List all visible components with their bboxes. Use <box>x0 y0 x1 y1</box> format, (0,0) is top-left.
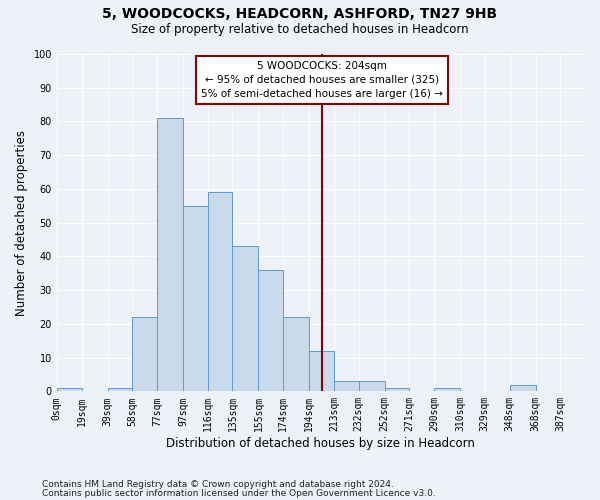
Bar <box>509 384 536 392</box>
Text: Size of property relative to detached houses in Headcorn: Size of property relative to detached ho… <box>131 22 469 36</box>
Bar <box>232 246 259 392</box>
X-axis label: Distribution of detached houses by size in Headcorn: Distribution of detached houses by size … <box>166 437 475 450</box>
Text: Contains public sector information licensed under the Open Government Licence v3: Contains public sector information licen… <box>42 488 436 498</box>
Text: 5, WOODCOCKS, HEADCORN, ASHFORD, TN27 9HB: 5, WOODCOCKS, HEADCORN, ASHFORD, TN27 9H… <box>103 8 497 22</box>
Text: Contains HM Land Registry data © Crown copyright and database right 2024.: Contains HM Land Registry data © Crown c… <box>42 480 394 489</box>
Bar <box>359 381 385 392</box>
Y-axis label: Number of detached properties: Number of detached properties <box>15 130 28 316</box>
Bar <box>309 351 334 392</box>
Bar <box>259 270 283 392</box>
Bar <box>157 118 183 392</box>
Bar <box>208 192 232 392</box>
Bar <box>334 381 359 392</box>
Bar <box>57 388 82 392</box>
Text: 5 WOODCOCKS: 204sqm
← 95% of detached houses are smaller (325)
5% of semi-detach: 5 WOODCOCKS: 204sqm ← 95% of detached ho… <box>201 60 443 98</box>
Bar <box>183 206 208 392</box>
Bar <box>385 388 409 392</box>
Bar <box>107 388 132 392</box>
Bar <box>434 388 460 392</box>
Bar <box>283 317 309 392</box>
Bar <box>132 317 157 392</box>
